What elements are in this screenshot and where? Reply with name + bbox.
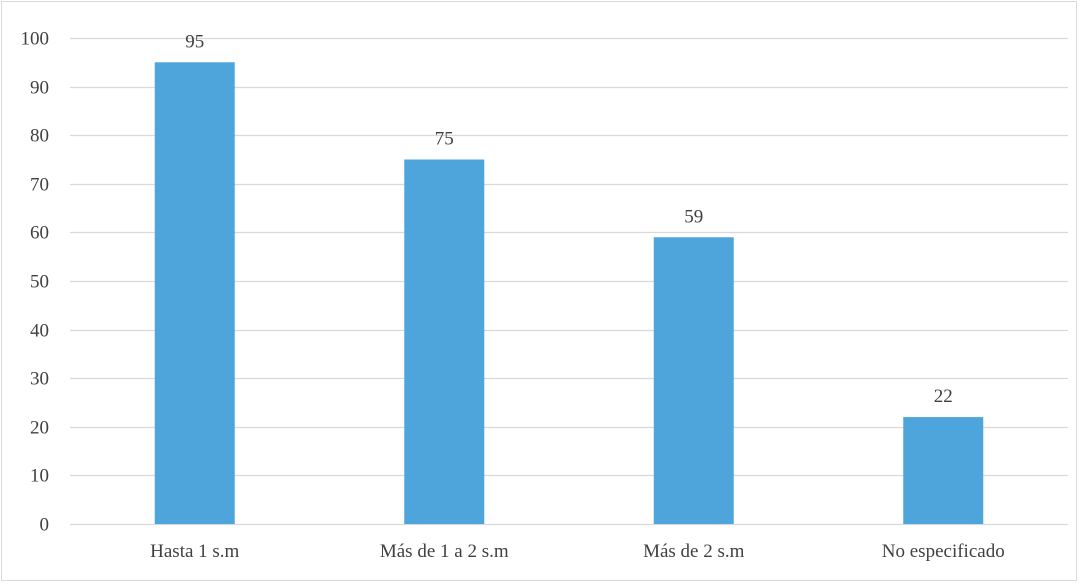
y-tick-label: 80 xyxy=(30,126,49,147)
y-axis-ticks: 0 10 20 30 40 50 60 70 80 90 100 xyxy=(21,29,50,536)
bar xyxy=(653,237,734,524)
bar xyxy=(404,159,485,524)
y-tick-label: 30 xyxy=(30,369,49,390)
x-axis-ticks: Hasta 1 s.m Más de 1 a 2 s.m Más de 2 s.m N… xyxy=(150,541,1005,562)
bar xyxy=(154,62,235,525)
data-labels: 95 75 59 22 xyxy=(185,31,953,407)
y-tick-label: 10 xyxy=(30,466,49,487)
data-label: 95 xyxy=(185,31,204,52)
x-tick-label: No especificado xyxy=(882,541,1005,562)
y-tick-label: 20 xyxy=(30,418,49,439)
y-tick-label: 0 xyxy=(40,515,50,536)
bars xyxy=(154,62,984,525)
bar xyxy=(903,417,984,524)
x-tick-label: Más de 1 a 2 s.m xyxy=(380,541,509,562)
gridlines xyxy=(70,37,1068,526)
y-tick-label: 40 xyxy=(30,321,49,342)
y-tick-label: 50 xyxy=(30,272,49,293)
y-tick-label: 100 xyxy=(21,29,50,50)
y-tick-label: 70 xyxy=(30,175,49,196)
data-label: 59 xyxy=(684,206,703,227)
x-tick-label: Más de 2 s.m xyxy=(643,541,745,562)
y-tick-label: 90 xyxy=(30,78,49,99)
data-label: 75 xyxy=(435,129,454,150)
data-label: 22 xyxy=(934,386,953,407)
x-tick-label: Hasta 1 s.m xyxy=(150,541,239,562)
y-tick-label: 60 xyxy=(30,223,49,244)
